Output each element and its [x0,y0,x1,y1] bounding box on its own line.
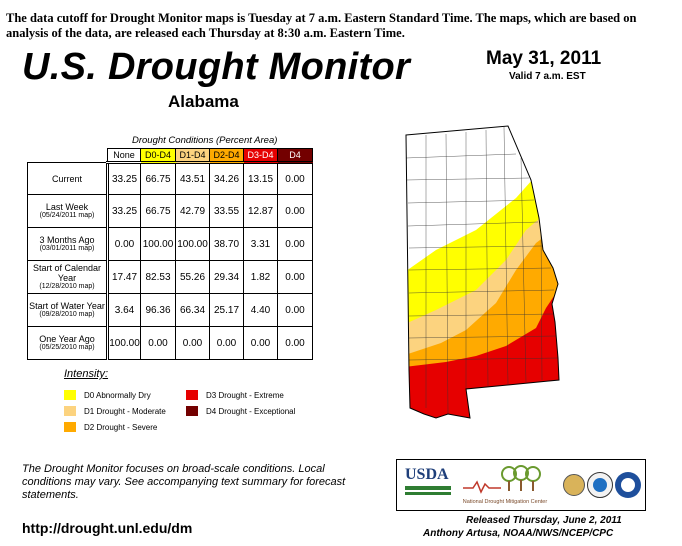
table-caption: Drought Conditions (Percent Area) [132,135,278,146]
column-header: D0-D4 [140,148,176,164]
legend-swatch [64,422,76,432]
table-corner [28,149,108,163]
table-cell: 1.82 [243,260,278,294]
noaa-logo-icon [615,472,641,498]
row-label: Start of Water Year (09/28/2010 map) [27,293,109,327]
nws-logo-icon [587,472,613,498]
table-cell: 0.00 [277,162,313,195]
table-cell: 3.64 [107,293,141,327]
table-cell: 100.00 [140,227,176,261]
table-row: 3 Months Ago (03/01/2011 map) 0.00 100.00… [27,227,313,261]
table-cell: 33.55 [209,194,244,228]
table-cell: 66.75 [140,194,176,228]
row-label: Current [27,162,109,195]
table-cell: 0.00 [243,326,278,360]
table-cell: 34.26 [209,162,244,195]
legend-item: D3 Drought - Extreme [186,390,284,400]
drought-url-link[interactable]: http://drought.unl.edu/dm [22,520,193,536]
table-cell: 33.25 [107,194,141,228]
table-cell: 0.00 [277,227,313,261]
legend-item: D2 Drought - Severe [64,422,157,432]
table-row: Current 33.25 66.75 43.51 34.26 13.15 0.… [27,162,313,195]
drought-conditions-table: None D0-D4 D1-D4 D2-D4 D3-D4 D4 Current … [27,148,313,360]
table-row: Last Week (05/24/2011 map) 33.25 66.75 42… [27,194,313,228]
table-cell: 0.00 [277,260,313,294]
legend-label: D4 Drought - Exceptional [206,406,296,416]
row-label: 3 Months Ago (03/01/2011 map) [27,227,109,261]
ndmc-logo: National Drought Mitigation Center [461,464,549,508]
table-cell: 33.25 [107,162,141,195]
valid-time: Valid 7 a.m. EST [509,71,586,82]
legend-item: D1 Drought - Moderate [64,406,166,416]
table-cell: 100.00 [107,326,141,360]
legend-item: D4 Drought - Exceptional [186,406,295,416]
table-cell: 0.00 [209,326,244,360]
county-lines [406,126,559,415]
table-cell: 42.79 [175,194,210,228]
legend-swatch [64,390,76,400]
table-cell: 0.00 [277,293,313,327]
table-cell: 17.47 [107,260,141,294]
legend-label: D1 Drought - Moderate [84,406,166,416]
table-cell: 0.00 [175,326,210,360]
table-row: Start of Calendar Year (12/28/2010 map) 1… [27,260,313,294]
row-label: Start of Calendar Year (12/28/2010 map) [27,260,109,294]
usda-logo: USDA [405,466,451,500]
column-header: D1-D4 [175,148,210,164]
table-cell: 82.53 [140,260,176,294]
column-header: None [107,148,141,164]
agency-logos: USDA National Drought Mitigation Center [396,459,646,511]
table-cell: 13.15 [243,162,278,195]
legend-swatch [186,390,198,400]
table-cell: 12.87 [243,194,278,228]
table-cell: 100.00 [175,227,210,261]
table-row: Start of Water Year (09/28/2010 map) 3.64… [27,293,313,327]
column-header: D2-D4 [209,148,244,164]
table-cell: 96.36 [140,293,176,327]
table-cell: 66.75 [140,162,176,195]
legend-label: D3 Drought - Extreme [206,390,284,400]
tree-icon [463,465,541,494]
table-cell: 4.40 [243,293,278,327]
map-date: May 31, 2011 [486,48,602,69]
state-name: Alabama [168,92,239,111]
row-label: One Year Ago (05/25/2010 map) [27,326,109,360]
data-cutoff-notice: The data cutoff for Drought Monitor maps… [6,11,637,40]
legend-label: D0 Abnormally Dry [84,390,151,400]
table-cell: 0.00 [107,227,141,261]
legend-item: D0 Abnormally Dry [64,390,151,400]
table-cell: 0.00 [277,326,313,360]
table-cell: 38.70 [209,227,244,261]
legend-swatch [186,406,198,416]
column-header: D3-D4 [243,148,278,164]
column-header: D4 [277,148,313,164]
table-cell: 43.51 [175,162,210,195]
table-cell: 66.34 [175,293,210,327]
table-cell: 0.00 [277,194,313,228]
commerce-seal-icon [563,474,585,496]
legend-title: Intensity: [64,368,109,380]
table-cell: 3.31 [243,227,278,261]
table-cell: 29.34 [209,260,244,294]
row-label: Last Week (05/24/2011 map) [27,194,109,228]
table-cell: 25.17 [209,293,244,327]
page-title: U.S. Drought Monitor [22,46,411,88]
table-cell: 0.00 [140,326,176,360]
alabama-drought-map [405,125,560,419]
state-outline [405,125,560,419]
legend-label: D2 Drought - Severe [84,422,158,432]
region-d3-southwest [406,380,466,418]
disclaimer-note: The Drought Monitor focuses on broad-sca… [22,463,346,501]
table-cell: 55.26 [175,260,210,294]
table-row: One Year Ago (05/25/2010 map) 100.00 0.00… [27,326,313,360]
release-date: Released Thursday, June 2, 2011 [466,515,622,526]
author-credit: Anthony Artusa, NOAA/NWS/NCEP/CPC [423,528,614,539]
legend-swatch [64,406,76,416]
